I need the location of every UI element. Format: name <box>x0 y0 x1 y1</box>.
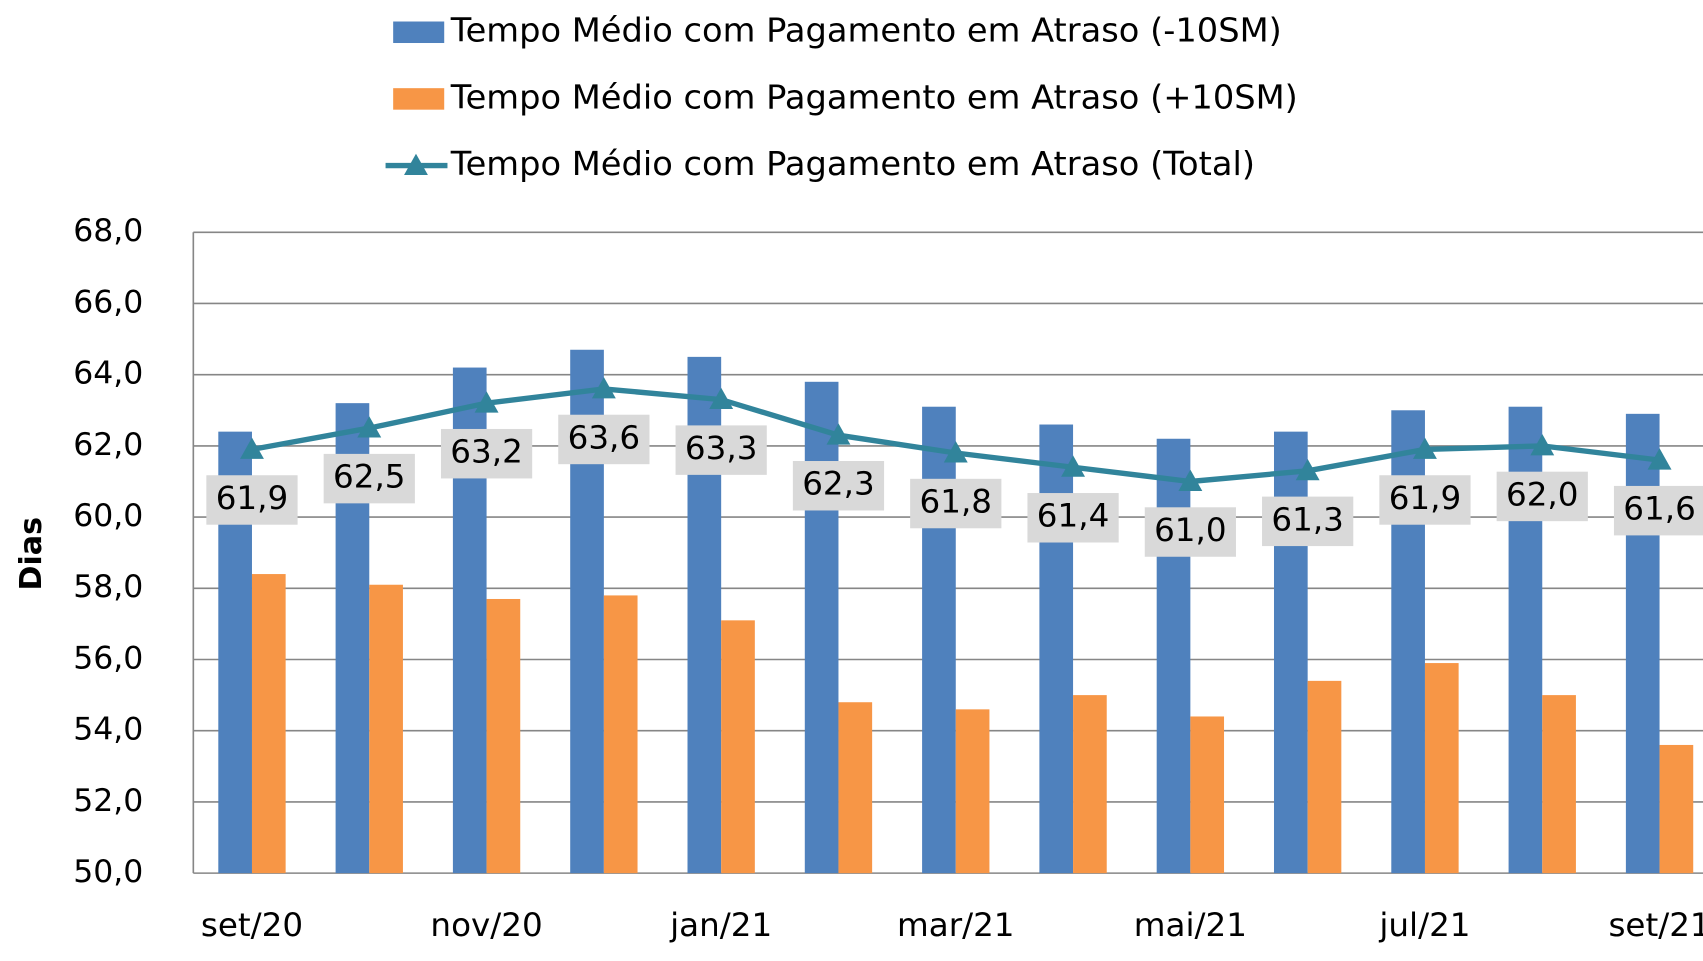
bar <box>955 709 990 874</box>
line-marker <box>943 441 968 463</box>
legend-swatch <box>393 88 445 110</box>
line-marker <box>1647 448 1672 470</box>
legend-swatch <box>393 21 445 44</box>
line-marker <box>826 423 851 445</box>
data-label: 61,6 <box>1623 490 1696 528</box>
data-label-box <box>792 461 885 511</box>
line-marker <box>474 391 499 413</box>
data-label: 61,0 <box>1154 511 1227 549</box>
data-label: 61,9 <box>216 479 289 517</box>
x-tick-label: mai/21 <box>1134 906 1247 944</box>
data-label-box <box>206 475 298 525</box>
bar <box>1190 716 1225 874</box>
bar <box>369 584 403 874</box>
y-tick-label: 62,0 <box>73 427 143 463</box>
x-tick-label: jul/21 <box>1378 906 1470 944</box>
data-label: 63,2 <box>450 433 523 471</box>
data-label: 62,5 <box>333 458 406 496</box>
data-label: 62,0 <box>1506 476 1579 514</box>
data-label-box <box>323 453 415 504</box>
bar <box>721 620 755 874</box>
bar <box>838 702 873 874</box>
data-label-box <box>1144 507 1236 557</box>
legend-label: Tempo Médio com Pagamento em Atraso (+10… <box>450 78 1298 117</box>
x-tick-label: mar/21 <box>897 906 1014 944</box>
bar <box>486 598 521 874</box>
x-tick-label: set/21 <box>1608 906 1703 944</box>
bar <box>804 381 839 874</box>
y-tick-label: 64,0 <box>73 356 143 392</box>
bar <box>1659 744 1694 874</box>
line-marker <box>240 437 264 459</box>
data-label: 63,3 <box>685 429 758 467</box>
line-marker <box>709 387 734 410</box>
bar <box>1073 695 1107 874</box>
data-label-box <box>675 425 767 475</box>
x-tick-label: nov/20 <box>430 906 542 944</box>
x-tick-label: set/20 <box>201 906 303 944</box>
data-label-box <box>1027 493 1119 543</box>
bar <box>1307 680 1342 874</box>
data-label: 62,3 <box>802 465 875 503</box>
y-tick-label: 54,0 <box>73 712 143 748</box>
data-label: 63,6 <box>568 419 641 457</box>
data-label-box <box>440 428 533 479</box>
y-tick-label: 56,0 <box>73 641 143 677</box>
data-label: 61,3 <box>1271 500 1344 538</box>
bar <box>1625 413 1660 874</box>
legend-label: Tempo Médio com Pagamento em Atraso (-10… <box>450 11 1282 50</box>
y-tick-label: 60,0 <box>73 498 143 534</box>
bar <box>603 595 638 874</box>
bar <box>251 574 286 874</box>
data-label-box <box>1613 485 1703 536</box>
data-label: 61,8 <box>920 483 993 521</box>
y-tick-label: 52,0 <box>73 783 143 819</box>
line-marker <box>1061 455 1086 477</box>
x-tick-label: jan/21 <box>669 906 772 944</box>
data-label-box <box>910 478 1002 529</box>
data-label-box <box>1379 475 1471 525</box>
bar <box>1156 438 1191 874</box>
bar <box>922 406 956 874</box>
line-marker <box>591 377 616 399</box>
data-label: 61,9 <box>1389 479 1462 517</box>
bar <box>1542 695 1576 874</box>
legend-label: Tempo Médio com Pagamento em Atraso (Tot… <box>450 144 1255 183</box>
y-tick-label: 50,0 <box>73 854 143 890</box>
data-label-box <box>558 414 650 465</box>
data-label: 61,4 <box>1037 497 1110 535</box>
bar <box>1039 424 1074 874</box>
line-marker <box>357 416 382 438</box>
line-marker <box>1178 469 1203 491</box>
line-marker <box>1295 458 1320 481</box>
y-tick-label: 58,0 <box>73 569 143 605</box>
legend-marker <box>404 153 428 176</box>
bar <box>1424 663 1459 874</box>
y-tick-label: 66,0 <box>73 285 143 321</box>
line-marker <box>1413 437 1437 459</box>
y-axis-label: Dias <box>14 517 49 591</box>
data-label-box <box>1262 496 1354 547</box>
line-marker <box>1530 434 1555 456</box>
y-tick-label: 68,0 <box>73 213 143 249</box>
data-label-box <box>1496 471 1588 522</box>
